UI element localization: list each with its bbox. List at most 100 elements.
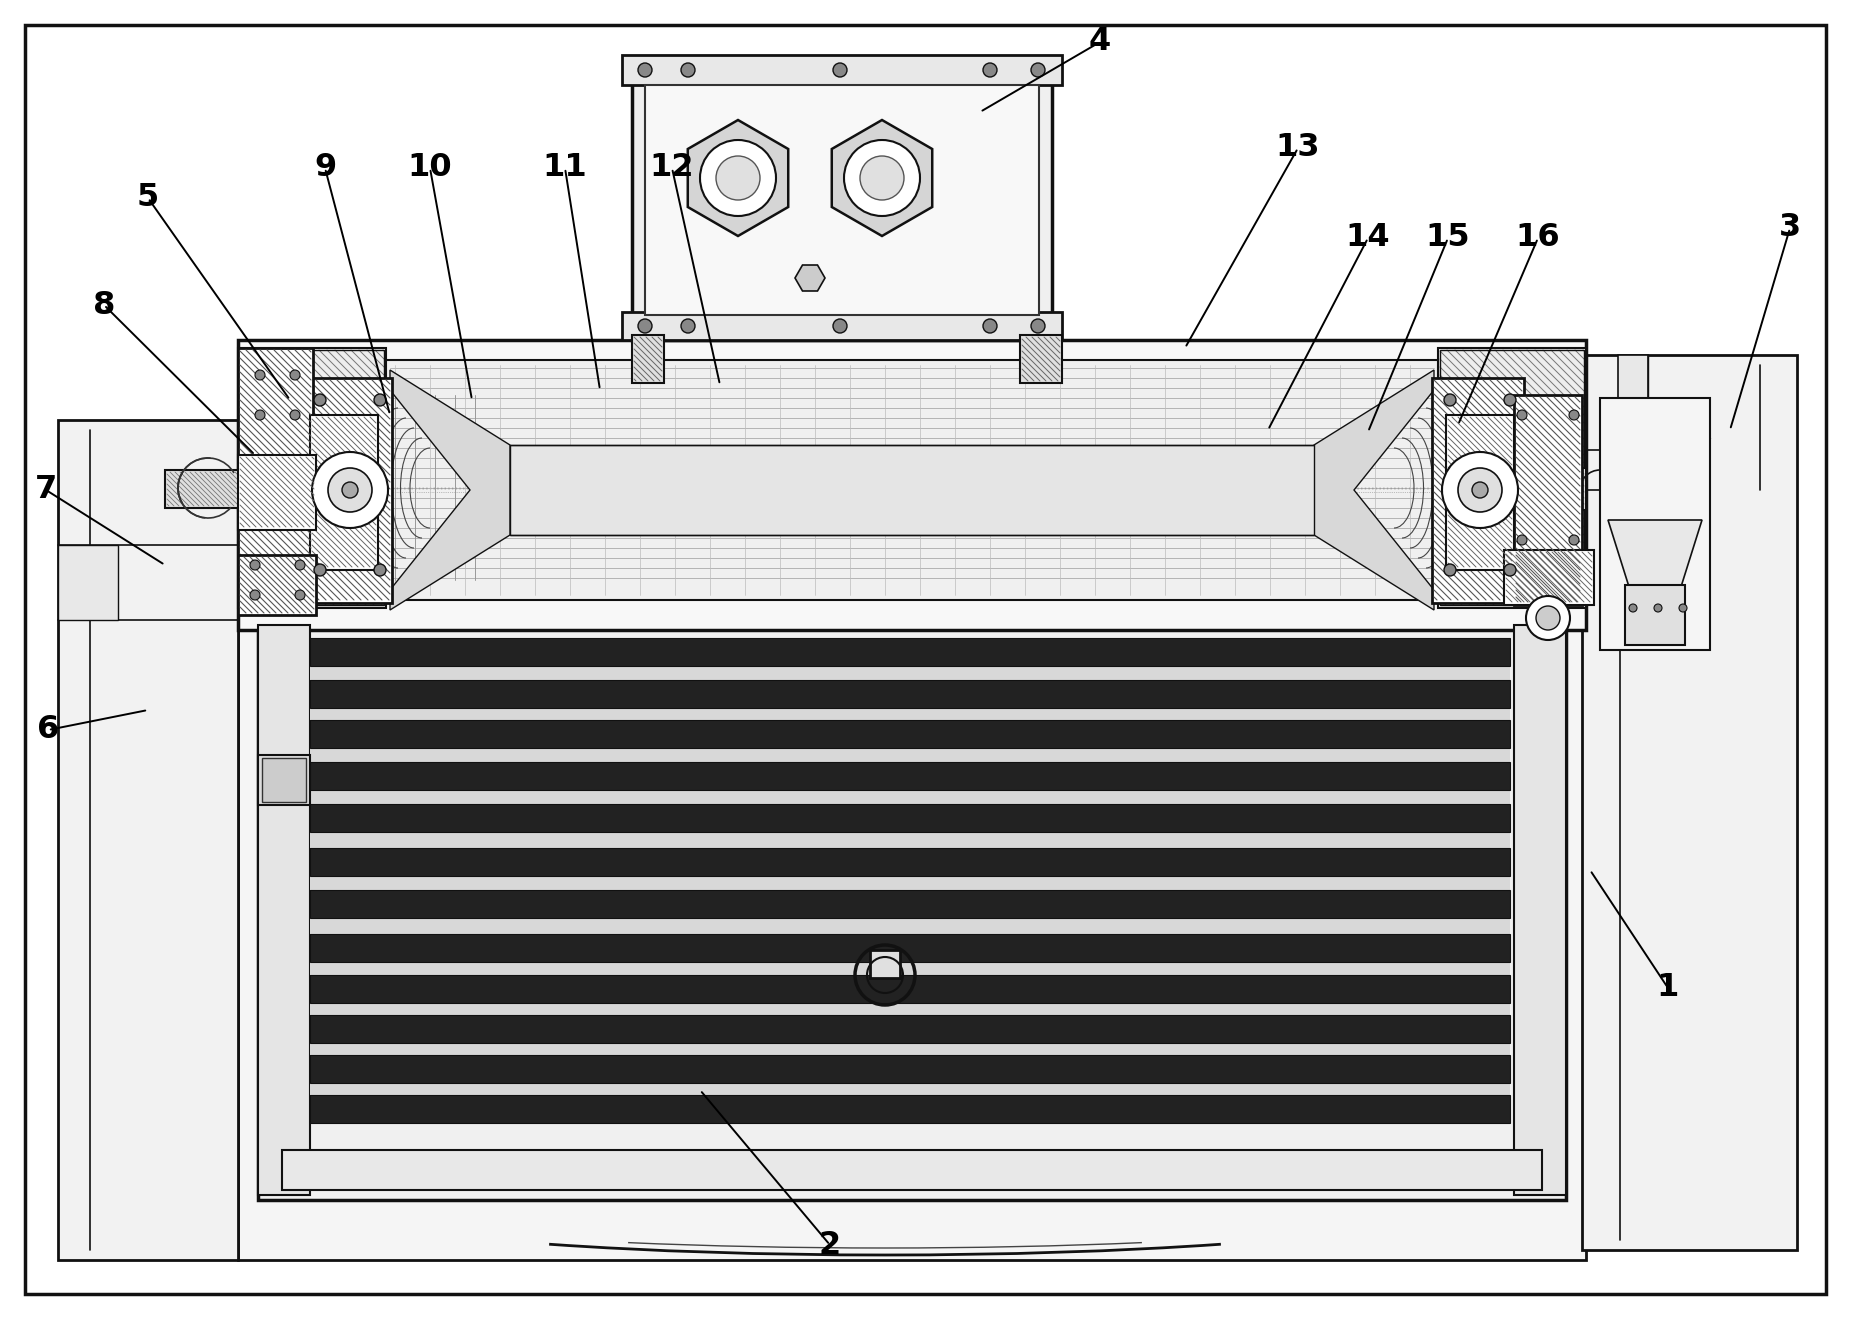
Circle shape	[861, 156, 903, 200]
Circle shape	[294, 590, 305, 600]
Bar	[281, 1150, 1542, 1190]
Polygon shape	[391, 371, 511, 609]
Bar	[1505, 550, 1594, 605]
Bar	[309, 415, 378, 570]
Bar	[239, 468, 318, 510]
Text: 1: 1	[1657, 972, 1679, 1004]
Bar	[300, 379, 392, 603]
Text: 15: 15	[1425, 223, 1470, 253]
Polygon shape	[689, 120, 789, 236]
Circle shape	[983, 63, 998, 77]
Text: 16: 16	[1516, 223, 1560, 253]
Bar	[302, 380, 391, 600]
Bar	[309, 832, 1510, 848]
Bar	[1514, 394, 1583, 605]
Text: 14: 14	[1346, 223, 1390, 253]
Text: 6: 6	[37, 715, 59, 745]
Polygon shape	[1314, 371, 1435, 609]
Circle shape	[255, 371, 265, 380]
Bar	[1438, 348, 1586, 608]
Circle shape	[1444, 565, 1457, 576]
Bar	[631, 62, 1051, 340]
Circle shape	[315, 394, 326, 406]
Bar	[165, 470, 242, 508]
Bar	[870, 950, 900, 977]
Bar	[622, 55, 1062, 84]
Circle shape	[1679, 604, 1686, 612]
Bar	[239, 455, 317, 530]
Bar	[309, 805, 1510, 832]
Bar	[257, 754, 309, 805]
Bar	[309, 762, 1510, 790]
Circle shape	[1655, 604, 1662, 612]
Bar	[309, 1016, 1510, 1043]
Circle shape	[1570, 410, 1579, 419]
Bar	[239, 555, 317, 615]
Bar	[1446, 415, 1514, 570]
Circle shape	[1629, 604, 1636, 612]
Text: 8: 8	[93, 289, 115, 321]
Bar	[309, 918, 1510, 934]
Bar	[309, 962, 1510, 975]
Bar	[1020, 335, 1062, 383]
Bar	[309, 790, 1510, 805]
Bar	[239, 348, 387, 608]
Bar	[309, 1055, 1510, 1083]
Polygon shape	[1609, 520, 1703, 590]
Bar	[309, 1043, 1510, 1055]
Circle shape	[1505, 394, 1516, 406]
Bar	[1583, 355, 1797, 1250]
Circle shape	[1472, 481, 1488, 499]
Circle shape	[1444, 394, 1457, 406]
Circle shape	[328, 468, 372, 512]
Text: 10: 10	[407, 153, 452, 183]
Text: 2: 2	[818, 1229, 840, 1261]
Circle shape	[681, 63, 694, 77]
Circle shape	[1442, 452, 1518, 528]
Text: 12: 12	[650, 153, 694, 183]
Bar	[631, 335, 665, 383]
Circle shape	[983, 319, 998, 332]
Circle shape	[639, 63, 652, 77]
Bar	[57, 419, 239, 1260]
Circle shape	[716, 156, 761, 200]
Text: 5: 5	[137, 182, 159, 214]
Bar	[309, 1083, 1510, 1095]
Circle shape	[700, 140, 776, 216]
Bar	[1440, 350, 1584, 605]
Bar	[622, 313, 1062, 340]
Circle shape	[1518, 410, 1527, 419]
Circle shape	[250, 590, 259, 600]
Polygon shape	[511, 445, 1314, 536]
Bar	[239, 340, 1586, 630]
Polygon shape	[831, 120, 933, 236]
Circle shape	[291, 410, 300, 419]
Circle shape	[255, 410, 265, 419]
Circle shape	[833, 319, 848, 332]
Bar	[239, 595, 1586, 1260]
Bar	[239, 348, 313, 603]
Bar	[1625, 586, 1684, 645]
Text: 3: 3	[1779, 212, 1801, 244]
Bar	[309, 748, 1510, 762]
Text: 13: 13	[1275, 132, 1320, 164]
Circle shape	[313, 452, 389, 528]
Polygon shape	[794, 265, 826, 291]
Circle shape	[844, 140, 920, 216]
Bar	[241, 350, 383, 605]
Bar	[309, 934, 1510, 962]
Circle shape	[1525, 596, 1570, 640]
Circle shape	[1570, 536, 1579, 545]
Bar	[309, 1002, 1510, 1016]
Bar	[57, 545, 118, 620]
Text: 11: 11	[542, 153, 587, 183]
Bar	[1514, 625, 1566, 1195]
Bar	[309, 681, 1510, 708]
Bar	[309, 975, 1510, 1002]
Bar	[1507, 468, 1586, 510]
Circle shape	[1505, 565, 1516, 576]
Circle shape	[291, 371, 300, 380]
Bar	[1433, 379, 1523, 603]
Bar	[257, 625, 309, 1195]
Text: 7: 7	[35, 475, 57, 505]
